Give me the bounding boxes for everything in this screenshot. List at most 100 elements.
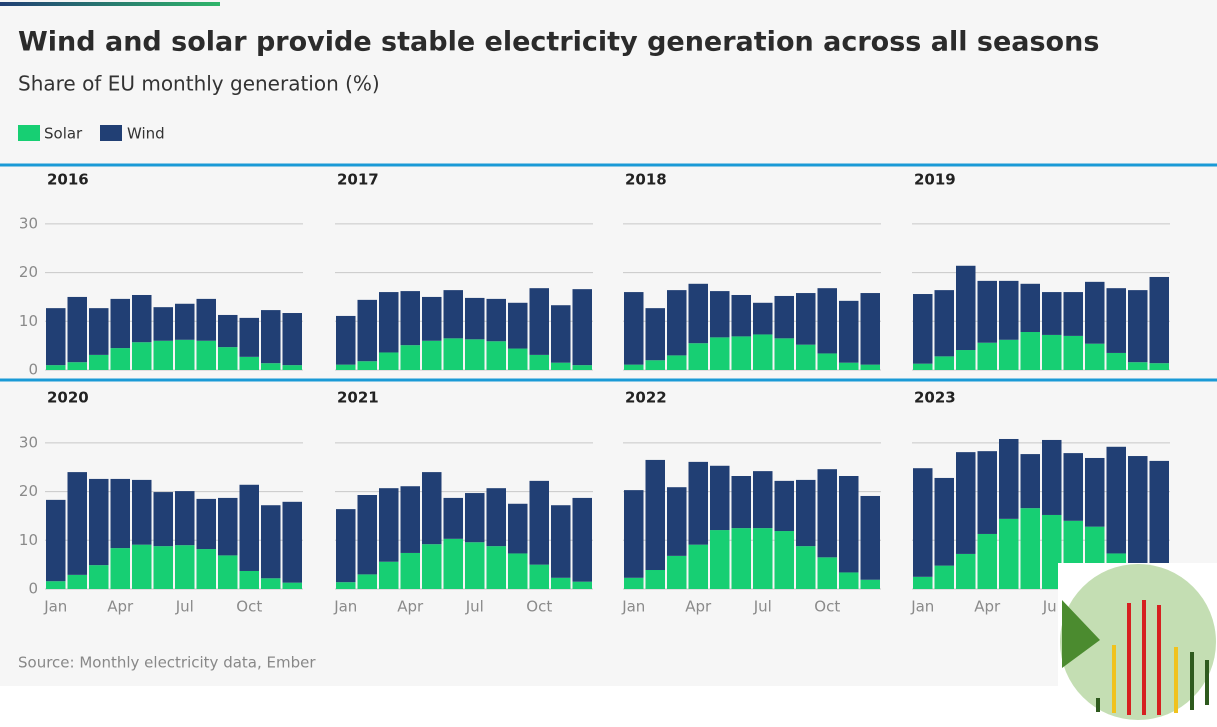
bar-segment bbox=[153, 340, 173, 370]
panel-title: 2020 bbox=[47, 389, 89, 407]
bar-segment bbox=[400, 345, 420, 370]
bar-segment bbox=[1042, 334, 1062, 370]
bar-segment bbox=[110, 478, 130, 549]
bar-segment bbox=[999, 280, 1019, 340]
bar-segment bbox=[551, 577, 571, 589]
bar-segment bbox=[443, 338, 463, 370]
bar-segment bbox=[1042, 514, 1062, 589]
bar-segment bbox=[839, 362, 859, 370]
bar-segment bbox=[731, 294, 751, 337]
bar-segment bbox=[839, 300, 859, 363]
bar-segment bbox=[551, 305, 571, 363]
bar-segment bbox=[400, 291, 420, 346]
bar-segment bbox=[753, 334, 773, 370]
bar-segment bbox=[796, 546, 816, 589]
bar-segment bbox=[196, 498, 216, 550]
panel-title: 2016 bbox=[47, 171, 89, 189]
bar-segment bbox=[1063, 453, 1083, 521]
bar-segment bbox=[860, 579, 880, 589]
y-tick-label: 20 bbox=[19, 263, 38, 281]
bar-segment bbox=[1042, 439, 1062, 515]
bar-segment bbox=[774, 295, 794, 339]
bar-segment bbox=[913, 294, 933, 364]
bar-segment bbox=[336, 582, 356, 589]
legend-swatch bbox=[18, 125, 40, 141]
bar-segment bbox=[688, 343, 708, 370]
bar-segment bbox=[1128, 456, 1148, 573]
bar-segment bbox=[486, 298, 506, 342]
bar-segment bbox=[1020, 508, 1040, 589]
bar-segment bbox=[977, 342, 997, 370]
bar-segment bbox=[508, 553, 528, 589]
bar-segment bbox=[1085, 457, 1105, 527]
y-tick-label: 20 bbox=[19, 482, 38, 500]
bar-segment bbox=[731, 528, 751, 589]
bar-segment bbox=[860, 495, 880, 580]
legend-label: Wind bbox=[127, 125, 165, 143]
bar-segment bbox=[239, 484, 259, 571]
bar-segment bbox=[153, 492, 173, 547]
y-tick-label: 10 bbox=[19, 531, 38, 549]
bar-segment bbox=[1020, 283, 1040, 333]
bar-segment bbox=[753, 528, 773, 589]
bar-segment bbox=[999, 438, 1019, 519]
bar-segment bbox=[934, 356, 954, 370]
bar-segment bbox=[379, 488, 399, 562]
bar-segment bbox=[218, 497, 238, 556]
bar-segment bbox=[89, 565, 109, 589]
x-tick-label: Apr bbox=[107, 598, 134, 616]
x-tick-label: Jul bbox=[1042, 598, 1061, 616]
bar-segment bbox=[977, 280, 997, 343]
bar-segment bbox=[667, 355, 687, 370]
panels: 2016 0 10 20 30 2017 2018 2019 2020 0 10 20 30 Jan Apr… bbox=[19, 171, 1170, 616]
bar-segment bbox=[175, 545, 195, 589]
bar-segment bbox=[357, 574, 377, 589]
bar-segment bbox=[357, 361, 377, 370]
bar-segment bbox=[529, 564, 549, 589]
bar-segment bbox=[239, 570, 259, 589]
bar-segment bbox=[218, 555, 238, 589]
bar-segment bbox=[400, 486, 420, 553]
bar-segment bbox=[465, 542, 485, 589]
bar-segment bbox=[400, 552, 420, 589]
bar-segment bbox=[443, 497, 463, 539]
panel-title: 2017 bbox=[337, 171, 379, 189]
bar-segment bbox=[529, 480, 549, 565]
bar-segment bbox=[645, 308, 665, 361]
bar-segment bbox=[261, 363, 281, 370]
bar-segment bbox=[774, 338, 794, 370]
bar-segment bbox=[89, 308, 109, 355]
bar-segment bbox=[422, 340, 442, 370]
bar-segment bbox=[977, 451, 997, 534]
bar-segment bbox=[572, 365, 592, 370]
bar-segment bbox=[913, 576, 933, 589]
logo bbox=[1058, 563, 1217, 723]
bar-segment bbox=[688, 461, 708, 545]
bar-segment bbox=[379, 561, 399, 589]
bar-segment bbox=[753, 471, 773, 529]
bar-segment bbox=[645, 360, 665, 370]
bar-segment bbox=[1149, 363, 1169, 370]
panel-title: 2018 bbox=[625, 171, 667, 189]
x-tick-label: Jul bbox=[753, 598, 772, 616]
bar-segment bbox=[529, 288, 549, 355]
bar-segment bbox=[817, 288, 837, 354]
bar-segment bbox=[1106, 288, 1126, 353]
bar-segment bbox=[1020, 454, 1040, 509]
legend-swatch bbox=[100, 125, 122, 141]
bar-segment bbox=[196, 298, 216, 341]
bar-segment bbox=[175, 491, 195, 546]
source-note: Source: Monthly electricity data, Ember bbox=[18, 654, 316, 672]
x-tick-label: Apr bbox=[685, 598, 712, 616]
bar-segment bbox=[508, 503, 528, 554]
x-tick-label: Oct bbox=[526, 598, 552, 616]
bar-segment bbox=[1063, 292, 1083, 336]
bar-segment bbox=[110, 548, 130, 589]
x-tick-label: Jul bbox=[175, 598, 194, 616]
bar-segment bbox=[913, 363, 933, 370]
bar-segment bbox=[551, 362, 571, 370]
x-tick-label: Jan bbox=[333, 598, 357, 616]
bar-segment bbox=[731, 476, 751, 529]
bar-segment bbox=[529, 354, 549, 370]
